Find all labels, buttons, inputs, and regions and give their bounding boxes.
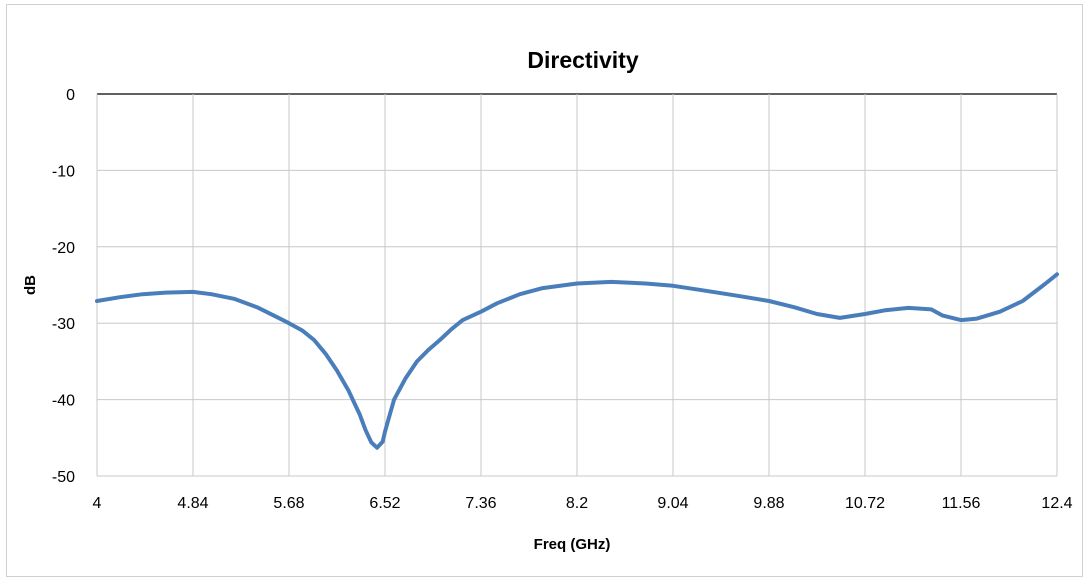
x-tick-label: 10.72 (845, 495, 885, 512)
x-tick-label: 8.2 (566, 495, 588, 512)
x-axis-label: Freq (GHz) (534, 536, 611, 553)
x-tick-label: 4.84 (177, 495, 208, 512)
y-tick-label: 0 (66, 87, 75, 104)
y-tick-label: -30 (52, 316, 75, 333)
chart-title: Directivity (527, 47, 638, 73)
x-tick-label: 5.68 (273, 495, 304, 512)
y-tick-label: -20 (52, 240, 75, 257)
grid (96, 93, 1058, 477)
x-tick-label: 12.4 (1041, 495, 1072, 512)
y-tick-label: -10 (52, 163, 75, 180)
x-tick-label: 9.88 (753, 495, 784, 512)
y-tick-label: -40 (52, 393, 75, 410)
x-tick-labels: 4 4.84 5.68 6.52 7.36 8.2 9.04 9.88 10.72 11.56 12… (93, 495, 1073, 512)
x-tick-label: 11.56 (942, 495, 981, 512)
x-tick-label: 7.36 (465, 495, 496, 512)
series-line-directivity (95, 272, 1059, 450)
y-tick-label: -50 (52, 469, 75, 486)
y-axis-label: dB (22, 275, 39, 295)
x-tick-label: 6.52 (369, 495, 400, 512)
y-tick-labels: 0 -10 -20 -30 -40 -50 (52, 87, 75, 486)
x-tick-label: 4 (93, 495, 102, 512)
x-tick-label: 9.04 (657, 495, 688, 512)
